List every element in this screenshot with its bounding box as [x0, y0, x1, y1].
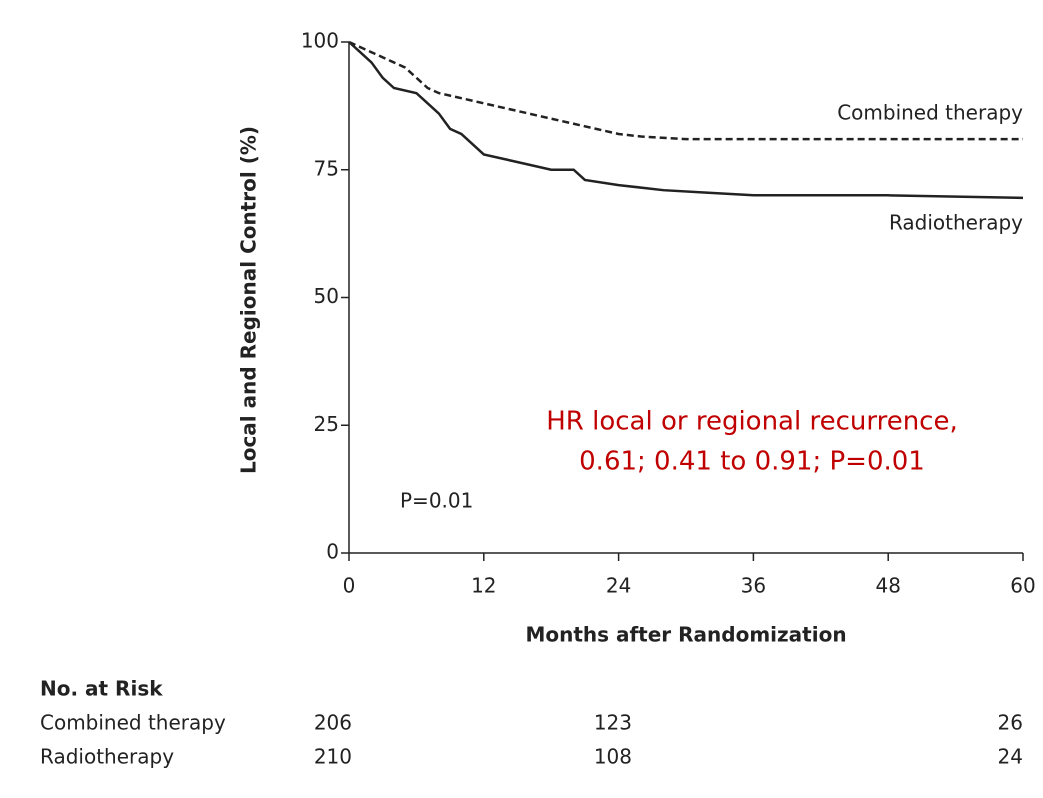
x-tick-label: 36 — [741, 574, 766, 598]
risk-value: 108 — [594, 745, 632, 769]
p-value: P=0.01 — [400, 489, 473, 513]
risk-value: 206 — [314, 711, 352, 735]
x-tick-label: 60 — [1010, 574, 1035, 598]
hr-annotation: HR local or regional recurrence, — [546, 407, 958, 437]
risk-value: 123 — [594, 711, 632, 735]
risk-row-name: Radiotherapy — [40, 745, 174, 769]
series-label: Combined therapy — [837, 101, 1023, 125]
hr-annotation: 0.61; 0.41 to 0.91; P=0.01 — [579, 447, 925, 477]
y-tick-label: 100 — [301, 29, 339, 53]
risk-value: 26 — [998, 711, 1023, 735]
y-tick-label: 0 — [326, 540, 339, 564]
risk-value: 24 — [998, 745, 1023, 769]
risk-value: 210 — [314, 745, 352, 769]
y-tick-label: 75 — [314, 156, 339, 180]
risk-table-title: No. at Risk — [40, 677, 163, 701]
x-tick-label: 48 — [875, 574, 900, 598]
x-tick-label: 12 — [471, 574, 496, 598]
survival-curve — [348, 41, 1024, 200]
x-tick-label: 24 — [606, 574, 631, 598]
x-axis-label: Months after Randomization — [525, 623, 846, 647]
survival-curve — [348, 40, 1023, 141]
x-tick-label: 0 — [343, 574, 356, 598]
series-label: Radiotherapy — [889, 211, 1023, 235]
risk-row-name: Combined therapy — [40, 711, 226, 735]
y-tick-label: 25 — [314, 412, 339, 436]
y-tick-label: 50 — [314, 284, 339, 308]
y-axis-label: Local and Regional Control (%) — [237, 126, 261, 474]
